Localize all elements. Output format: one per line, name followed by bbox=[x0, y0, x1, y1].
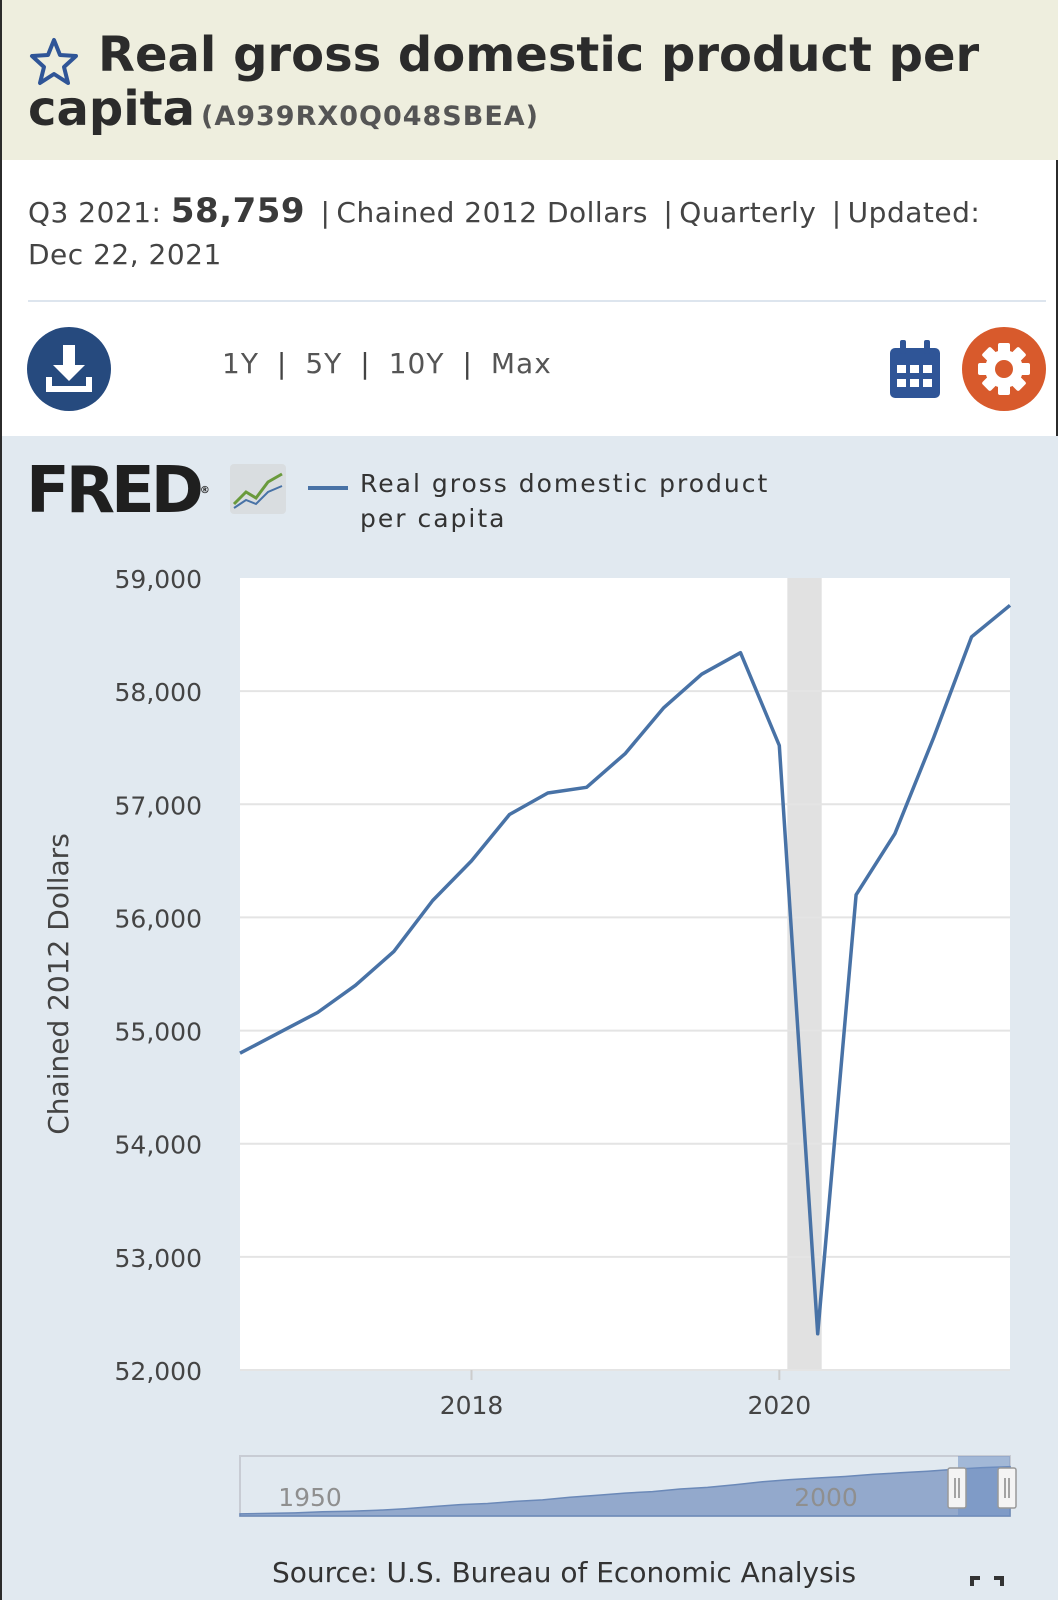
y-tick-label: 53,000 bbox=[115, 1244, 202, 1273]
meta-updated-label: Updated: bbox=[847, 196, 981, 229]
meta-frequency: Quarterly bbox=[679, 196, 817, 229]
legend-swatch bbox=[308, 486, 348, 490]
x-tick-label: 2020 bbox=[748, 1391, 812, 1420]
meta-updated-date: Dec 22, 2021 bbox=[28, 238, 222, 271]
series-meta: Q3 2021: 58,759 | Chained 2012 Dollars | Q… bbox=[28, 190, 1038, 276]
page-title: Real gross domestic product per capita (A… bbox=[28, 28, 1018, 144]
navigator-area bbox=[239, 1465, 1011, 1517]
series-id: (A939RX0Q048SBEA) bbox=[201, 101, 540, 132]
x-tick-label: 2018 bbox=[440, 1391, 504, 1420]
latest-value: 58,759 bbox=[170, 191, 306, 231]
navigator-handle-left[interactable] bbox=[947, 1467, 967, 1509]
navigator-label: 1950 bbox=[278, 1483, 342, 1512]
series-line bbox=[239, 603, 1012, 1336]
title-bar bbox=[2, 0, 1058, 160]
y-axis-label: Chained 2012 Dollars bbox=[42, 833, 75, 1135]
plot-area bbox=[240, 578, 1010, 1370]
range-divider: | bbox=[462, 347, 473, 380]
divider bbox=[28, 300, 1046, 302]
fred-logo-reg: ® bbox=[199, 485, 210, 496]
y-tick-label: 59,000 bbox=[115, 565, 202, 594]
meta-separator: | bbox=[320, 196, 331, 229]
legend-label: Real gross domestic product per capita bbox=[360, 469, 770, 533]
page-title-text: Real gross domestic product per capita bbox=[28, 27, 980, 137]
range-selector: 1Y | 5Y | 10Y | Max bbox=[222, 347, 552, 380]
meta-separator: | bbox=[831, 196, 842, 229]
star-outline-icon[interactable] bbox=[28, 36, 80, 88]
range-option-1y[interactable]: 1Y bbox=[222, 347, 259, 380]
download-icon bbox=[46, 345, 92, 392]
meta-separator: | bbox=[663, 196, 674, 229]
source-note: Source: U.S. Bureau of Economic Analysis bbox=[272, 1556, 857, 1589]
gear-icon bbox=[978, 343, 1030, 395]
fred-chart-icon bbox=[230, 464, 286, 514]
navigator-label: 2000 bbox=[794, 1483, 858, 1512]
fullscreen-icon[interactable] bbox=[970, 1576, 1004, 1600]
range-divider: | bbox=[360, 347, 371, 380]
range-option-5y[interactable]: 5Y bbox=[305, 347, 343, 380]
calendar-icon[interactable] bbox=[888, 338, 942, 400]
range-divider: | bbox=[276, 347, 288, 380]
meta-period: Q3 2021: bbox=[28, 196, 162, 229]
y-tick-label: 57,000 bbox=[115, 791, 202, 820]
fred-logo: FRED® bbox=[26, 456, 210, 526]
y-tick-label: 56,000 bbox=[115, 904, 202, 933]
meta-units: Chained 2012 Dollars bbox=[336, 196, 648, 229]
navigator-handle-right[interactable] bbox=[997, 1467, 1017, 1509]
range-option-10y[interactable]: 10Y bbox=[388, 347, 445, 380]
y-tick-label: 52,000 bbox=[115, 1357, 202, 1386]
y-tick-label: 54,000 bbox=[115, 1131, 202, 1160]
y-tick-label: 58,000 bbox=[115, 678, 202, 707]
fred-logo-text: FRED bbox=[26, 454, 204, 528]
y-tick-label: 55,000 bbox=[115, 1018, 202, 1047]
range-option-max[interactable]: Max bbox=[490, 347, 552, 380]
settings-button[interactable] bbox=[962, 327, 1046, 411]
download-button[interactable] bbox=[27, 327, 111, 411]
